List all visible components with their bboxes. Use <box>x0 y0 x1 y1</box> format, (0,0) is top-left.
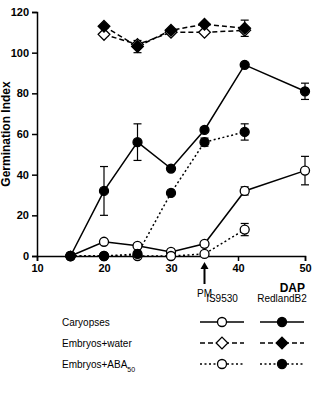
legend-key <box>200 337 244 349</box>
y-tick: 40 <box>17 169 37 181</box>
data-point <box>133 138 142 147</box>
series-line <box>71 132 245 256</box>
data-point <box>98 20 110 32</box>
data-point <box>165 24 177 36</box>
legend-key <box>260 318 304 327</box>
data-point <box>100 252 109 261</box>
data-point <box>167 164 176 173</box>
chart: 10 20 30 40 50 0 20 40 60 80 100 120 Germination Ind… <box>0 0 317 400</box>
y-tick-mark <box>32 134 37 136</box>
y-tick-mark <box>32 12 37 14</box>
x-tick-label: 30 <box>165 262 177 274</box>
x-tick: 10 <box>31 256 43 274</box>
y-tick-label: 40 <box>17 169 29 181</box>
data-point <box>66 252 75 261</box>
y-axis-line <box>32 13 38 257</box>
data-point <box>200 125 209 134</box>
y-tick-label: 80 <box>17 87 29 99</box>
data-point <box>167 252 176 261</box>
y-axis-title: Germination Index <box>0 81 13 187</box>
legend-key <box>260 360 304 369</box>
data-point <box>132 41 144 53</box>
legend-label: Caryopses <box>62 317 110 328</box>
data-point <box>301 166 310 175</box>
legend-column-header: IS9530 <box>206 293 238 304</box>
y-tick: 20 <box>17 209 37 221</box>
annotation-arrowhead <box>201 262 209 269</box>
x-tick-mark <box>238 256 240 261</box>
y-tick-label: 20 <box>17 209 29 221</box>
y-tick: 120 <box>11 6 37 18</box>
legend-key <box>200 318 244 327</box>
data-point <box>301 87 310 96</box>
y-tick-label: 0 <box>23 250 29 262</box>
y-tick-mark <box>32 256 37 258</box>
y-tick-mark <box>32 93 37 95</box>
y-tick-label: 100 <box>11 47 29 59</box>
data-point <box>66 252 75 261</box>
data-point <box>240 186 249 195</box>
data-point <box>66 252 75 261</box>
series-line <box>71 65 306 256</box>
data-point <box>240 225 249 234</box>
error-bar <box>100 167 108 216</box>
x-tick-label: 10 <box>31 262 43 274</box>
y-tick: 100 <box>11 47 37 59</box>
legend-label: Embryos+ABA50 <box>62 359 135 373</box>
y-tick: 80 <box>17 87 37 99</box>
error-bar <box>301 156 309 184</box>
data-point <box>199 18 211 30</box>
x-tick-label: 20 <box>98 262 110 274</box>
series-line <box>71 230 245 256</box>
y-tick-label: 120 <box>11 6 29 18</box>
data-point <box>100 237 109 246</box>
error-bar <box>241 187 249 195</box>
x-tick: 50 <box>299 256 311 274</box>
plot-area <box>66 18 310 260</box>
y-axis: 0 20 40 60 80 100 120 <box>11 6 38 262</box>
series-line <box>104 24 245 46</box>
x-tick-mark <box>305 256 307 261</box>
data-point <box>200 239 209 248</box>
y-tick: 0 <box>23 250 37 262</box>
data-point <box>167 188 176 197</box>
error-bar <box>241 124 249 140</box>
data-point <box>240 60 249 69</box>
legend: IS9530 RedlandB2 Caryopses Embryos+water Emb… <box>62 293 307 373</box>
data-point <box>240 127 249 136</box>
error-bar <box>201 138 209 146</box>
y-tick-mark <box>32 215 37 217</box>
data-point <box>200 138 209 147</box>
y-tick-mark <box>32 174 37 176</box>
data-point <box>200 249 209 258</box>
x-tick-label: 50 <box>299 262 311 274</box>
x-tick-label: 40 <box>232 262 244 274</box>
data-point <box>100 186 109 195</box>
data-point <box>133 249 142 258</box>
legend-column-header: RedlandB2 <box>257 293 307 304</box>
error-bar <box>134 124 142 161</box>
y-tick-mark <box>32 52 37 54</box>
legend-key <box>260 337 304 349</box>
x-tick: 40 <box>232 256 244 274</box>
legend-key <box>200 360 244 369</box>
y-tick: 60 <box>17 128 37 140</box>
error-bar <box>301 83 309 99</box>
legend-label: Embryos+water <box>62 338 132 349</box>
data-point <box>100 252 109 261</box>
y-tick-label: 60 <box>17 128 29 140</box>
error-bar <box>241 223 249 235</box>
data-point <box>239 22 251 34</box>
data-point <box>66 252 75 261</box>
series-line <box>71 171 306 256</box>
